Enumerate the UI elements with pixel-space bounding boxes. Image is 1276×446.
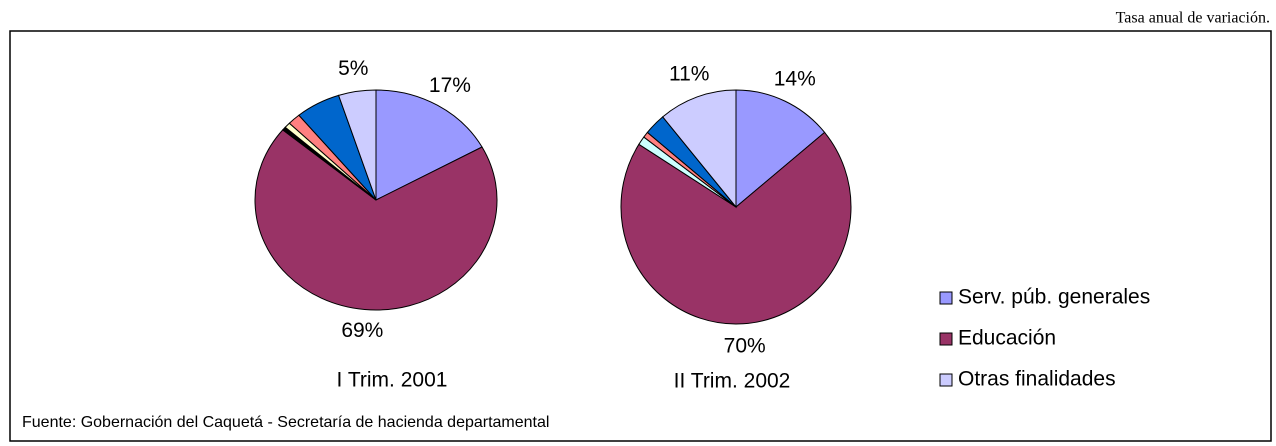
frame bbox=[9, 30, 1272, 442]
legend-label: Educación bbox=[958, 327, 1056, 350]
pie-slice bbox=[337, 89, 377, 201]
legend-swatch bbox=[939, 332, 953, 346]
header: Tasa anual de variación. bbox=[1116, 10, 1270, 27]
data-label: 69% bbox=[341, 319, 383, 342]
pie-title: II Trim. 2002 bbox=[674, 370, 791, 393]
legend-label: Otras finalidades bbox=[958, 368, 1116, 391]
legend-swatch bbox=[939, 291, 953, 305]
pie-slice bbox=[661, 89, 737, 209]
pie-slice bbox=[254, 129, 498, 311]
data-label: 5% bbox=[338, 57, 368, 80]
pie-title: I Trim. 2001 bbox=[337, 369, 448, 392]
data-label: 14% bbox=[774, 68, 816, 91]
source: Fuente: Gobernación del Caquetá - Secret… bbox=[22, 414, 549, 431]
legend-swatch bbox=[939, 373, 953, 387]
data-label: 17% bbox=[429, 74, 471, 97]
legend-label: Serv. púb. generales bbox=[958, 286, 1150, 309]
data-label: 11% bbox=[669, 62, 709, 85]
pie-slice bbox=[620, 131, 852, 325]
pie-slice bbox=[735, 89, 826, 209]
pie-slice bbox=[375, 89, 483, 201]
data-label: 70% bbox=[724, 335, 766, 358]
